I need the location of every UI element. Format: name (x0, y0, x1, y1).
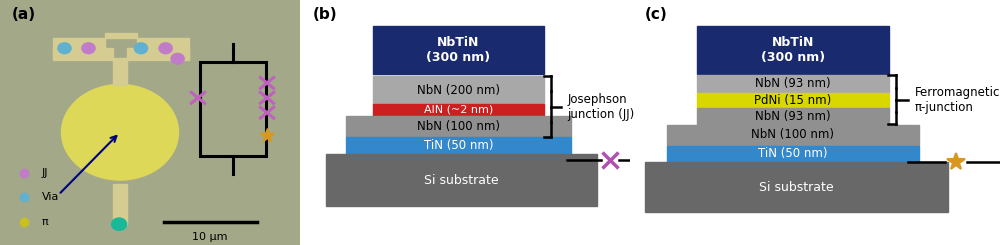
Bar (112, 184, 127, 225)
Circle shape (134, 43, 148, 54)
Bar (346, 116, 571, 137)
Circle shape (62, 85, 178, 180)
Text: Josephson
junction (JJ): Josephson junction (JJ) (567, 93, 635, 121)
Circle shape (82, 43, 95, 54)
Bar (346, 137, 571, 154)
Text: NbN (93 nm): NbN (93 nm) (755, 77, 831, 90)
Bar (200, 62, 266, 156)
Bar (697, 93, 889, 108)
Text: Si substrate: Si substrate (424, 173, 499, 187)
Bar (697, 108, 889, 124)
Text: TiN (50 nm): TiN (50 nm) (758, 147, 828, 160)
Bar (326, 154, 597, 206)
Text: Ferromagnetic
π-junction: Ferromagnetic π-junction (915, 86, 1000, 114)
Text: AlN (~2 nm): AlN (~2 nm) (424, 105, 493, 115)
Circle shape (171, 53, 184, 64)
Bar (645, 162, 948, 212)
Text: Si substrate: Si substrate (759, 181, 834, 194)
Text: π: π (42, 217, 49, 227)
Bar (52, 48, 112, 60)
Text: NbN (93 nm): NbN (93 nm) (755, 110, 831, 123)
Text: PdNi (15 nm): PdNi (15 nm) (754, 94, 831, 107)
Bar (112, 58, 127, 85)
Bar (52, 38, 105, 59)
Text: (a): (a) (12, 7, 36, 22)
Bar (105, 33, 136, 38)
Circle shape (159, 43, 172, 54)
Circle shape (112, 218, 127, 230)
Bar (373, 104, 544, 116)
Text: NbTiN
(300 nm): NbTiN (300 nm) (761, 36, 825, 64)
Text: Via: Via (42, 192, 59, 202)
Text: NbN (100 nm): NbN (100 nm) (417, 120, 500, 133)
Bar (373, 76, 544, 104)
Bar (697, 75, 889, 92)
Text: NbN (200 nm): NbN (200 nm) (417, 84, 500, 97)
Bar (127, 48, 189, 60)
Text: NbN (100 nm): NbN (100 nm) (751, 128, 834, 142)
Text: NbTiN
(300 nm): NbTiN (300 nm) (426, 36, 490, 64)
Text: (b): (b) (313, 7, 338, 22)
Bar (697, 26, 889, 74)
Text: JJ: JJ (42, 168, 49, 178)
Text: TiN (50 nm): TiN (50 nm) (424, 139, 493, 152)
Bar (667, 146, 919, 162)
Text: 10 μm: 10 μm (192, 232, 228, 242)
Bar (136, 38, 189, 59)
Bar (373, 26, 544, 74)
Text: (c): (c) (645, 7, 668, 22)
Circle shape (58, 43, 71, 54)
Bar (667, 125, 919, 145)
